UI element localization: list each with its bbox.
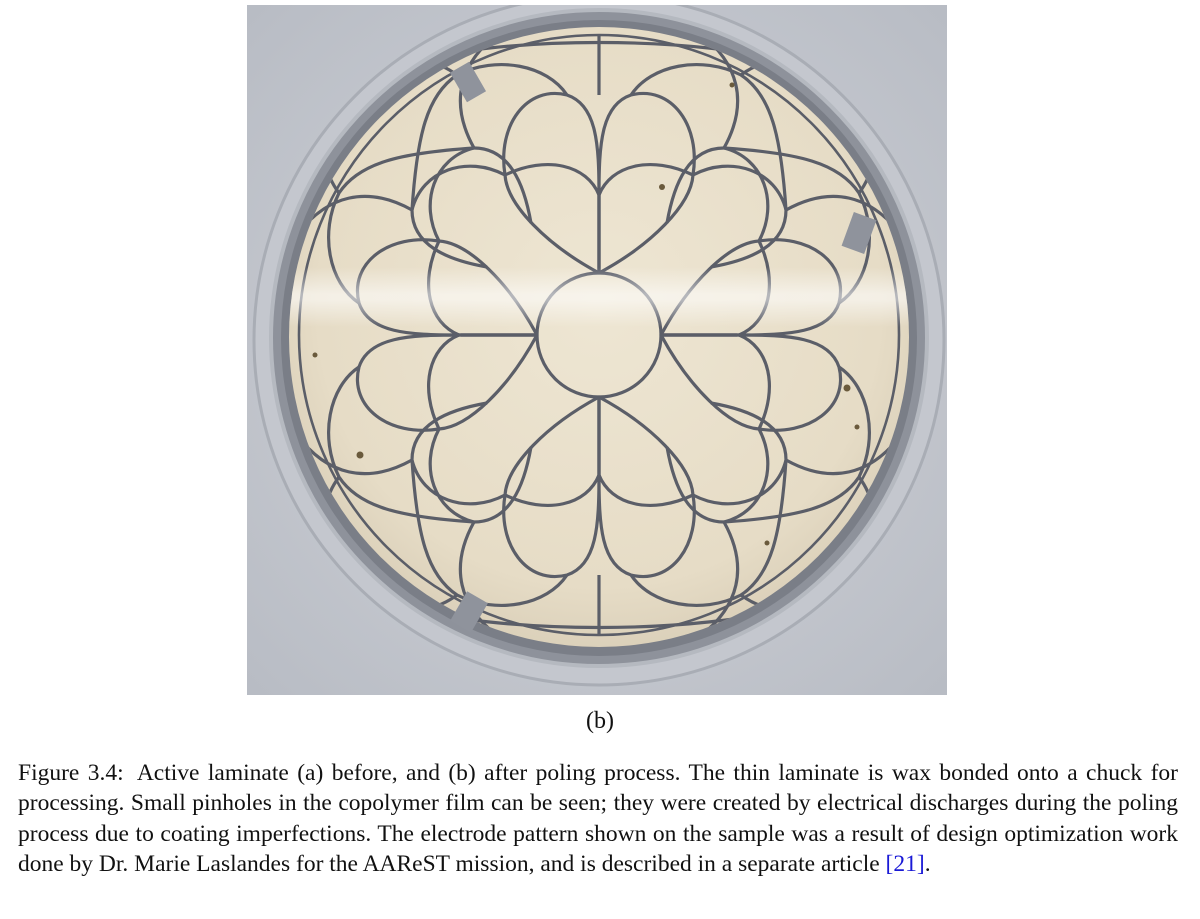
caption-text: Active laminate (a) before, and (b) afte… [18,760,1178,878]
figure-caption: Figure 3.4: Active laminate (a) before, … [18,758,1178,880]
laminate-disc [289,27,909,647]
citation-link[interactable]: [21] [885,851,925,878]
pinholes [312,82,860,546]
tape-tabs [449,61,877,633]
laminate-photo [247,5,947,695]
caption-label: Figure 3.4: [18,760,124,786]
caption-end: . [924,851,931,878]
light-glare [289,267,909,327]
subfigure-label: (b) [586,708,614,734]
